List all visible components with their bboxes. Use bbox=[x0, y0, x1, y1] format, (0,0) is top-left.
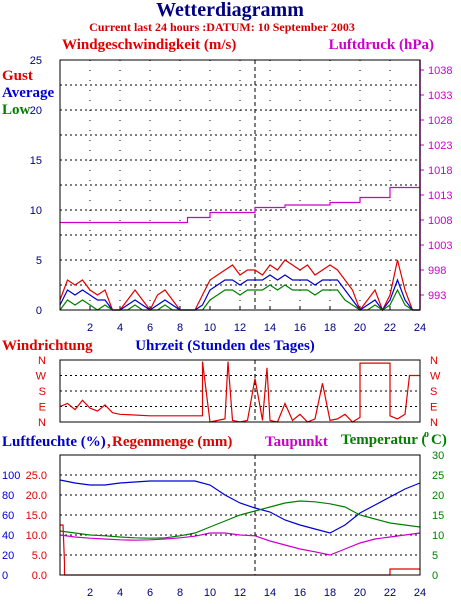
humidity-x-tick-label: 16 bbox=[294, 587, 306, 599]
time-axis-label: Uhrzeit (Stunden des Tages) bbox=[135, 338, 315, 354]
wind-x-tick-label: 10 bbox=[204, 322, 216, 334]
humidity-axis-label: Luftfeuchte (%) bbox=[2, 434, 106, 450]
direction-right-label: N bbox=[430, 355, 438, 367]
series-temperatur bbox=[59, 500, 421, 539]
wind-x-tick-label: 18 bbox=[324, 322, 336, 334]
humidity-plot-frame bbox=[59, 454, 421, 576]
humidity-tick-label: 100 bbox=[2, 470, 20, 482]
pressure-tick-label: 1008 bbox=[428, 215, 452, 227]
humidity-x-tick-label: 2 bbox=[87, 587, 93, 599]
pressure-axis-label: Luftdruck (hPa) bbox=[329, 37, 434, 53]
label-separator: , bbox=[107, 434, 111, 450]
direction-left-label: N bbox=[38, 417, 46, 429]
wind-x-tick-label: 16 bbox=[294, 322, 306, 334]
pressure-tick-label: 998 bbox=[428, 265, 446, 277]
wind-direction-label: Windrichtung bbox=[2, 338, 93, 354]
direction-right-label: W bbox=[430, 371, 441, 383]
pressure-tick-label: 1003 bbox=[428, 240, 452, 252]
pressure-tick-label: 1033 bbox=[428, 90, 452, 102]
direction-left-label: S bbox=[39, 386, 46, 398]
pressure-tick-label: 1018 bbox=[428, 165, 452, 177]
wind-x-tick-label: 22 bbox=[384, 322, 396, 334]
direction-right-label: N bbox=[430, 417, 438, 429]
humidity-x-tick-label: 12 bbox=[234, 587, 246, 599]
humidity-x-tick-label: 14 bbox=[264, 587, 276, 599]
temperature-axis-label: Temperatur ( bbox=[341, 432, 426, 448]
humidity-x-tick-label: 10 bbox=[204, 587, 216, 599]
humidity-tick-label: 60 bbox=[2, 510, 14, 522]
direction-left-label: E bbox=[39, 402, 46, 414]
direction-plot-frame bbox=[59, 359, 421, 423]
series-luftfeuchte bbox=[59, 479, 421, 534]
rain-axis-label: Regenmenge (mm) bbox=[112, 434, 232, 450]
humidity-x-tick-label: 8 bbox=[177, 587, 183, 599]
direction-right-label: S bbox=[430, 386, 437, 398]
rain-tick-label: 15.0 bbox=[26, 510, 47, 522]
humidity-x-tick-label: 22 bbox=[384, 587, 396, 599]
wind-x-tick-label: 20 bbox=[354, 322, 366, 334]
series-wind-direction bbox=[59, 361, 420, 423]
wind-y-tick-label: 25 bbox=[30, 55, 42, 67]
pressure-tick-label: 1028 bbox=[428, 115, 452, 127]
temperature-tick-label: 30 bbox=[432, 450, 444, 462]
temperature-tick-label: 20 bbox=[432, 490, 444, 502]
humidity-tick-label: 20 bbox=[2, 550, 14, 562]
chart-title: Wetterdiagramm bbox=[156, 0, 304, 21]
pressure-tick-label: 1023 bbox=[428, 140, 452, 152]
direction-left-label: W bbox=[36, 371, 47, 383]
wind-x-tick-label: 14 bbox=[264, 322, 276, 334]
temperature-tick-label: 0 bbox=[432, 570, 438, 582]
temperature-unit-label: C) bbox=[431, 432, 447, 448]
wind-speed-axis-label: Windgeschwindigkeit (m/s) bbox=[62, 37, 236, 53]
humidity-tick-label: 0 bbox=[2, 570, 8, 582]
temperature-tick-label: 5 bbox=[432, 550, 438, 562]
wind-direction-panel: N NW WS SE EN N bbox=[36, 355, 441, 429]
rain-tick-label: 0.0 bbox=[32, 570, 47, 582]
wind-plot-frame bbox=[59, 59, 421, 311]
legend-low: Low bbox=[2, 102, 31, 118]
wind-y-tick-label: 0 bbox=[36, 305, 42, 317]
chart-subtitle: Current last 24 hours :DATUM: 10 Septemb… bbox=[89, 20, 355, 34]
humidity-x-tick-label: 6 bbox=[147, 587, 153, 599]
pressure-tick-label: 1013 bbox=[428, 190, 452, 202]
wind-pressure-panel: 2 4 6 8 10 12 14 16 18 20 22 2405101520259939981003… bbox=[30, 55, 453, 334]
direction-right-label: E bbox=[430, 402, 437, 414]
wind-x-tick-label: 4 bbox=[117, 322, 123, 334]
legend-average: Average bbox=[2, 85, 55, 101]
humidity-x-tick-label: 24 bbox=[414, 587, 426, 599]
series-taupunkt bbox=[59, 532, 421, 556]
humidity-temperature-panel: 2 4 6 8 10 12 14 16 18 20 22 240204060801000.05.010… bbox=[2, 450, 444, 599]
wind-x-tick-label: 12 bbox=[234, 322, 246, 334]
temperature-tick-label: 10 bbox=[432, 530, 444, 542]
pressure-tick-label: 1038 bbox=[428, 65, 452, 77]
dewpoint-label: Taupunkt bbox=[265, 434, 328, 450]
wind-x-tick-label: 6 bbox=[147, 322, 153, 334]
wind-y-tick-label: 20 bbox=[30, 105, 42, 117]
rain-tick-label: 20.0 bbox=[26, 490, 47, 502]
direction-left-label: N bbox=[38, 355, 46, 367]
pressure-tick-label: 993 bbox=[428, 290, 446, 302]
temperature-tick-label: 15 bbox=[432, 510, 444, 522]
rain-tick-label: 5.0 bbox=[32, 550, 47, 562]
wind-y-tick-label: 15 bbox=[30, 155, 42, 167]
legend-gust: Gust bbox=[2, 68, 33, 84]
humidity-tick-label: 80 bbox=[2, 490, 14, 502]
wind-y-tick-label: 10 bbox=[30, 205, 42, 217]
wind-x-tick-label: 24 bbox=[414, 322, 426, 334]
temperature-tick-label: 25 bbox=[432, 470, 444, 482]
rain-tick-label: 10.0 bbox=[26, 530, 47, 542]
rain-tick-label: 25.0 bbox=[26, 470, 47, 482]
wind-x-tick-label: 2 bbox=[87, 322, 93, 334]
series-luftdruck bbox=[60, 186, 420, 224]
humidity-x-tick-label: 4 bbox=[117, 587, 123, 599]
wind-y-tick-label: 5 bbox=[36, 255, 42, 267]
humidity-x-tick-label: 20 bbox=[354, 587, 366, 599]
humidity-tick-label: 40 bbox=[2, 530, 14, 542]
wind-x-tick-label: 8 bbox=[177, 322, 183, 334]
humidity-x-tick-label: 18 bbox=[324, 587, 336, 599]
degree-sign: o bbox=[424, 429, 429, 440]
